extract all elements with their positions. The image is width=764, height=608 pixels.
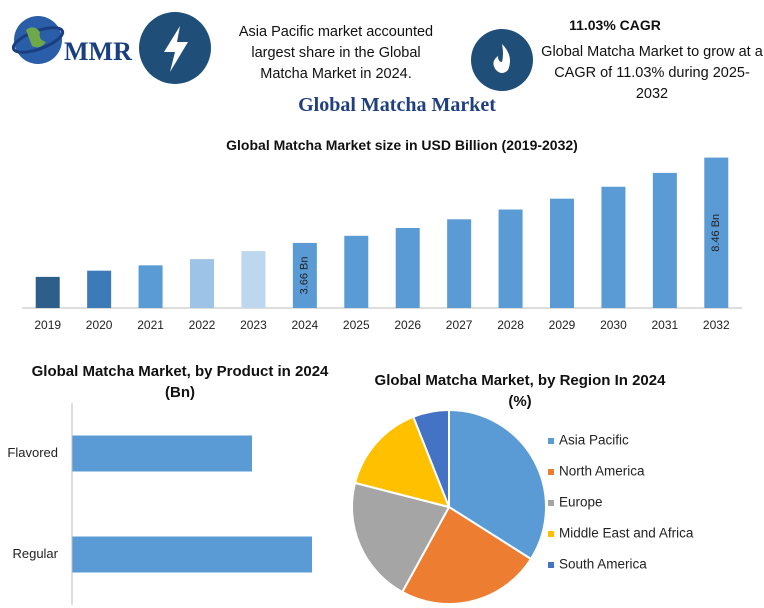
legend-label: Asia Pacific bbox=[559, 433, 629, 448]
legend-label: North America bbox=[559, 464, 645, 479]
pie-slice bbox=[351, 481, 451, 594]
x-tick-label: 2022 bbox=[189, 318, 216, 332]
chart-title: Global Matcha Market size in USD Billion… bbox=[226, 137, 578, 153]
x-tick-label: 2032 bbox=[703, 318, 730, 332]
bar bbox=[601, 186, 626, 308]
logo-text: MMR bbox=[64, 37, 132, 66]
pie-slice bbox=[411, 408, 450, 508]
x-tick-label: 2020 bbox=[86, 318, 113, 332]
cagr-title: 11.03% CAGR bbox=[569, 17, 661, 33]
legend-swatch bbox=[548, 469, 554, 475]
legend-swatch bbox=[548, 500, 554, 506]
legend-label: Middle East and Africa bbox=[559, 526, 694, 541]
note-left: Asia Pacific market accounted largest sh… bbox=[238, 24, 434, 82]
x-tick-label: 2019 bbox=[34, 318, 61, 332]
legend-swatch bbox=[548, 531, 554, 537]
bar bbox=[35, 276, 60, 308]
x-tick-label: 2025 bbox=[343, 318, 370, 332]
x-tick-label: 2028 bbox=[497, 318, 524, 332]
chart-title: Global Matcha Market, by Product in 2024… bbox=[31, 363, 329, 401]
bar bbox=[447, 219, 472, 308]
x-tick-label: 2029 bbox=[549, 318, 576, 332]
legend-swatch bbox=[548, 438, 554, 444]
pie-slice bbox=[400, 505, 533, 605]
x-tick-label: 2027 bbox=[446, 318, 473, 332]
y-tick-label: Regular bbox=[12, 546, 58, 561]
bar bbox=[704, 157, 729, 308]
bar bbox=[138, 265, 163, 308]
bar bbox=[652, 172, 677, 308]
bar bbox=[72, 435, 252, 472]
x-tick-label: 2031 bbox=[652, 318, 679, 332]
fire-icon bbox=[471, 29, 533, 91]
value-label: 3.66 Bn bbox=[299, 257, 311, 295]
logo bbox=[11, 16, 65, 64]
bar bbox=[241, 251, 266, 308]
legend-swatch bbox=[548, 562, 554, 568]
x-tick-label: 2030 bbox=[600, 318, 627, 332]
x-tick-label: 2023 bbox=[240, 318, 267, 332]
bar bbox=[87, 270, 112, 308]
pie-slice bbox=[353, 415, 451, 509]
bar bbox=[498, 209, 523, 308]
chart-title: Global Matcha Market, by Region In 2024 … bbox=[374, 372, 666, 410]
bar bbox=[550, 198, 574, 308]
y-tick-label: Flavored bbox=[7, 445, 58, 460]
bar bbox=[344, 235, 369, 308]
bar bbox=[72, 536, 312, 573]
note-right: Global Matcha Market to grow at a CAGR o… bbox=[541, 44, 763, 102]
bar bbox=[292, 242, 317, 308]
legend-label: South America bbox=[559, 557, 647, 572]
x-tick-label: 2024 bbox=[292, 318, 319, 332]
x-tick-label: 2026 bbox=[394, 318, 421, 332]
main-title: Global Matcha Market bbox=[298, 94, 496, 116]
value-label: 8.46 Bn bbox=[710, 214, 722, 252]
bar bbox=[190, 259, 214, 308]
x-tick-label: 2021 bbox=[137, 318, 164, 332]
legend-label: Europe bbox=[559, 495, 603, 510]
bar bbox=[395, 228, 420, 308]
lightning-icon bbox=[139, 12, 211, 84]
